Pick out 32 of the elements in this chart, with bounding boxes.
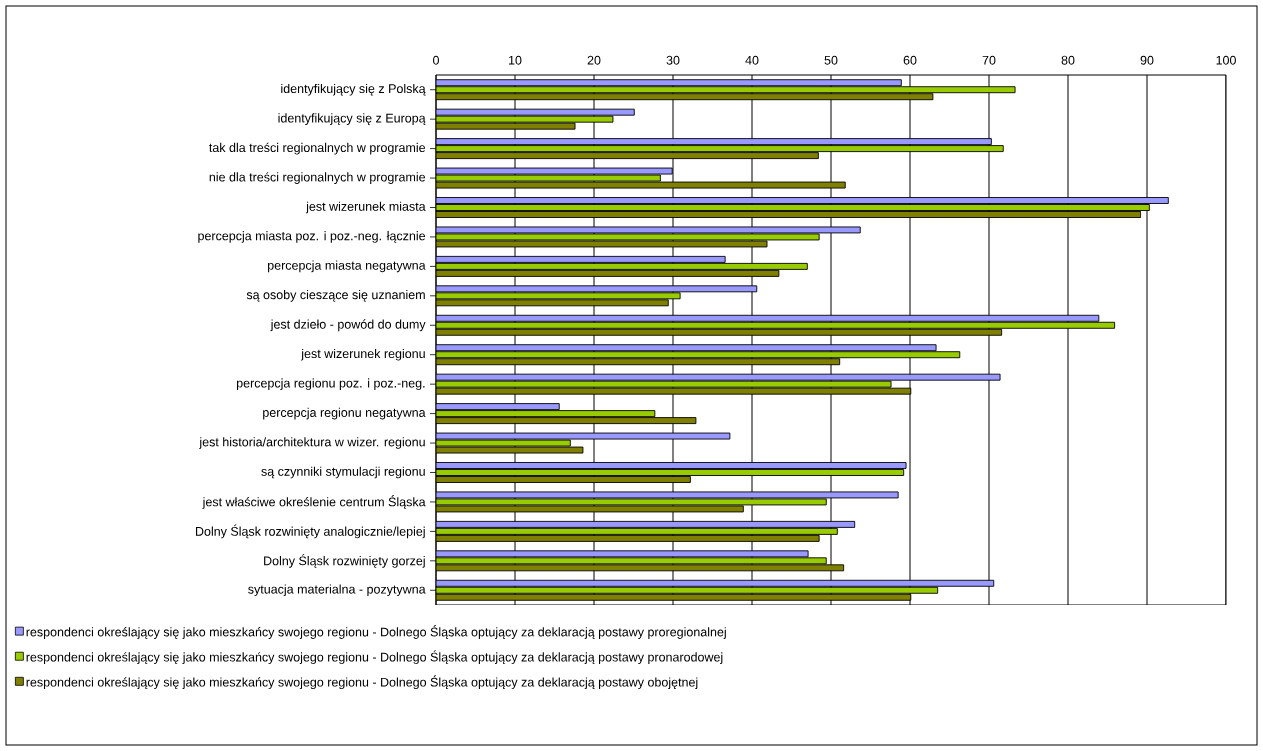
y-tick-label: percepcja miasta poz. i poz.-neg. łącznie: [198, 231, 426, 243]
y-tick-label: jest właściwe określenie centrum Śląska: [202, 495, 426, 509]
x-tick-label: 60: [903, 55, 917, 65]
y-tick-label: Dolny Śląsk rozwinięty analogicznie/lepiej: [195, 524, 425, 539]
x-tick-label: 90: [1140, 55, 1154, 65]
x-tick-label: 100: [1216, 55, 1236, 65]
y-tick-label: percepcja miasta negatywna: [268, 260, 426, 273]
x-tick-label: 30: [666, 55, 680, 65]
y-tick-label: jest dzieło - powód do dumy: [270, 319, 426, 332]
x-tick-label: 20: [587, 55, 601, 65]
y-tick-label: sytuacja materialna - pozytywna: [248, 584, 426, 597]
x-tick-label: 40: [745, 55, 759, 65]
legend-label: respondenci określający się jako mieszkańcy swojego regionu - Dolnego Śląska optujący za deklaracją postawy obojętnej: [26, 675, 698, 690]
x-tick-label: 0: [433, 55, 439, 65]
y-tick-label: jest wizerunek miasta: [305, 201, 426, 214]
x-tick-label: 50: [824, 55, 838, 65]
y-tick-label: identyfikujący się z Europą: [278, 113, 426, 125]
y-tick-label: jest wizerunek regionu: [300, 348, 425, 361]
y-tick-label: są czynniki stymulacji regionu: [261, 466, 425, 479]
y-tick-label: percepcja regionu negatywna: [263, 407, 426, 420]
y-tick-label: nie dla treści regionalnych w programie: [209, 172, 426, 184]
y-tick-label: Dolny Śląsk rozwinięty gorzej: [264, 553, 425, 568]
y-tick-label: jest historia/architektura w wizer. regionu: [199, 437, 425, 449]
y-tick-label: tak dla treści regionalnych w programie: [209, 142, 426, 155]
y-tick-label: są osoby cieszące się uznaniem: [246, 289, 425, 302]
y-tick-label: identyfikujący się z Polską: [281, 83, 426, 96]
legend-label: respondenci określający się jako mieszkańcy swojego regionu - Dolnego Śląska optujący za deklaracją postawy proregionalnej: [26, 625, 726, 639]
x-tick-label: 10: [509, 55, 522, 65]
x-tick-label: 70: [982, 55, 996, 65]
x-tick-label: 80: [1061, 55, 1075, 65]
legend-label: respondenci określający się jako mieszkańcy swojego regionu - Dolnego Śląska optujący za deklaracją postawy pronarodowej: [26, 650, 723, 664]
y-tick-label: percepcja regionu poz. i poz.-neg.: [236, 378, 425, 390]
